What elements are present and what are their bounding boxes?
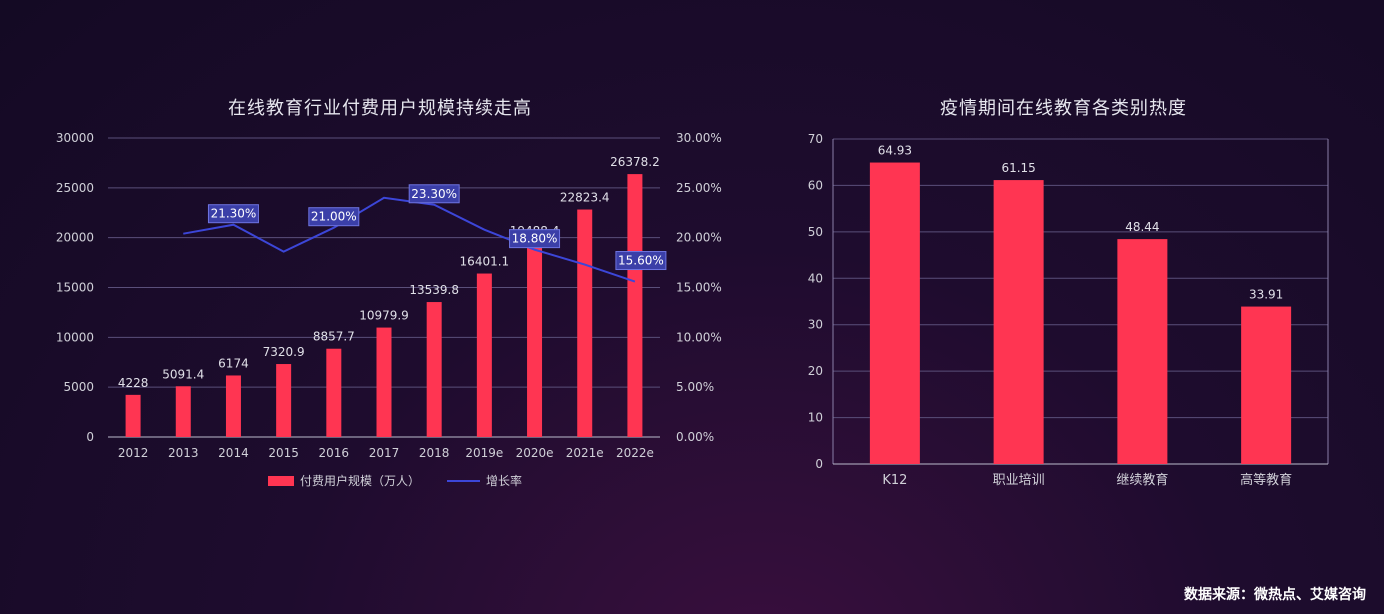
left-y-tick: 25000 xyxy=(56,181,94,195)
right-chart-y-tick: 20 xyxy=(808,364,823,378)
bar-2015 xyxy=(276,364,292,437)
left-y-tick: 10000 xyxy=(56,330,94,344)
x-tick-2018: 2018 xyxy=(419,446,450,460)
growth-label-box-2014 xyxy=(207,204,259,224)
bar-2020e xyxy=(527,242,543,437)
right-y-tick: 15.00% xyxy=(676,281,722,295)
right-chart-title: 疫情期间在线教育各类别热度 xyxy=(940,98,1187,119)
x-tick-2021e: 2021e xyxy=(566,446,604,460)
x-tick-2014: 2014 xyxy=(218,446,249,460)
category-bar-label-0: 64.93 xyxy=(878,144,912,158)
legend-line-label: 增长率 xyxy=(486,473,522,488)
category-x-tick-1: 职业培训 xyxy=(993,472,1045,488)
right-y-tick: 25.00% xyxy=(676,181,722,195)
bar-label-2013: 5091.4 xyxy=(162,367,204,381)
growth-label-box-2022e xyxy=(615,251,667,271)
x-tick-2016: 2016 xyxy=(319,446,350,460)
left-y-tick: 0 xyxy=(86,430,94,444)
category-bar-label-1: 61.15 xyxy=(1001,161,1035,175)
right-y-tick: 20.00% xyxy=(676,231,722,245)
growth-label-2016: 21.00% xyxy=(311,210,357,224)
left-y-tick: 30000 xyxy=(56,131,94,145)
bar-label-2019e: 16401.1 xyxy=(460,255,510,269)
category-x-tick-3: 高等教育 xyxy=(1240,472,1292,488)
data-source-note: 数据来源：微热点、艾媒咨询 xyxy=(1184,587,1366,603)
bar-2012 xyxy=(125,394,141,437)
growth-label-box-2020e xyxy=(509,229,561,249)
legend-bar-swatch xyxy=(268,476,294,486)
legend-bar-label: 付费用户规模（万人） xyxy=(300,473,420,488)
x-tick-2012: 2012 xyxy=(118,446,149,460)
bar-label-2015: 7320.9 xyxy=(263,345,305,359)
right-chart-y-tick: 60 xyxy=(808,178,823,192)
x-tick-2019e: 2019e xyxy=(465,446,503,460)
right-y-tick: 5.00% xyxy=(676,380,714,394)
bar-2017 xyxy=(376,327,392,437)
bar-label-2018: 13539.8 xyxy=(409,283,459,297)
bar-2013 xyxy=(175,386,191,437)
bar-label-2016: 8857.7 xyxy=(313,330,355,344)
category-bar-3 xyxy=(1241,306,1292,464)
x-tick-2013: 2013 xyxy=(168,446,199,460)
category-bar-0 xyxy=(869,162,920,464)
bar-2021e xyxy=(577,209,593,437)
growth-label-2014: 21.30% xyxy=(211,207,257,221)
x-tick-2017: 2017 xyxy=(369,446,400,460)
category-bar-1 xyxy=(993,180,1044,464)
left-y-tick: 5000 xyxy=(63,380,94,394)
left-y-tick: 20000 xyxy=(56,231,94,245)
growth-label-2022e: 15.60% xyxy=(618,254,664,268)
right-chart-y-tick: 30 xyxy=(808,318,823,332)
bar-label-2022e: 26378.2 xyxy=(610,155,660,169)
category-bar-label-3: 33.91 xyxy=(1249,288,1283,302)
bar-2022e xyxy=(627,174,643,437)
bar-label-2017: 10979.9 xyxy=(359,309,409,323)
right-chart-y-tick: 70 xyxy=(808,132,823,146)
x-tick-2020e: 2020e xyxy=(516,446,554,460)
x-tick-2022e: 2022e xyxy=(616,446,654,460)
x-tick-2015: 2015 xyxy=(268,446,299,460)
right-y-tick: 10.00% xyxy=(676,330,722,344)
bar-label-2021e: 22823.4 xyxy=(560,191,610,205)
right-chart-y-tick: 40 xyxy=(808,271,823,285)
bar-2014 xyxy=(225,375,241,437)
bar-label-2014: 6174 xyxy=(218,356,249,370)
growth-label-box-2018 xyxy=(408,184,460,204)
category-bar-2 xyxy=(1117,239,1168,464)
bar-2019e xyxy=(476,273,492,437)
bar-label-2012: 4228 xyxy=(118,376,149,390)
bar-2018 xyxy=(426,302,442,437)
left-y-tick: 15000 xyxy=(56,281,94,295)
bar-2016 xyxy=(326,348,342,437)
right-chart-y-tick: 0 xyxy=(815,457,823,471)
growth-label-2020e: 18.80% xyxy=(512,232,558,246)
left-chart-title: 在线教育行业付费用户规模持续走高 xyxy=(228,98,532,119)
right-y-tick: 30.00% xyxy=(676,131,722,145)
growth-label-box-2016 xyxy=(308,207,360,227)
category-x-tick-0: K12 xyxy=(882,473,907,488)
category-x-tick-2: 继续教育 xyxy=(1116,472,1168,488)
right-y-tick: 0.00% xyxy=(676,430,714,444)
category-bar-label-2: 48.44 xyxy=(1125,220,1159,234)
right-chart-y-tick: 10 xyxy=(808,411,823,425)
right-chart-y-tick: 50 xyxy=(808,225,823,239)
growth-label-2018: 23.30% xyxy=(411,187,457,201)
